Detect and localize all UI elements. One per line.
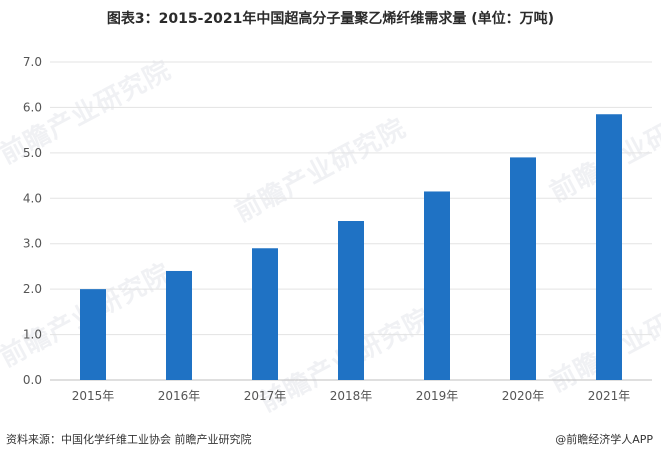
bar: [80, 289, 106, 380]
x-tick-label: 2019年: [416, 389, 459, 403]
y-tick-label: 5.0: [23, 146, 42, 160]
y-tick-label: 6.0: [23, 100, 42, 114]
bar: [166, 270, 192, 380]
x-tick-label: 2015年: [72, 389, 115, 403]
chart-title: 图表3：2015-2021年中国超高分子量聚乙烯纤维需求量 (单位：万吨): [106, 11, 555, 27]
y-tick-label: 0.0: [23, 373, 42, 387]
y-tick-label: 3.0: [23, 237, 42, 251]
y-tick-label: 4.0: [23, 191, 42, 205]
bar: [252, 248, 278, 380]
x-tick-label: 2018年: [330, 389, 373, 403]
x-tick-label: 2017年: [244, 389, 287, 403]
x-tick-label: 2021年: [588, 389, 631, 403]
y-tick-label: 2.0: [23, 282, 42, 296]
bar: [510, 157, 536, 380]
y-tick-label: 7.0: [23, 55, 42, 69]
bar: [424, 191, 450, 380]
brand-text: @前瞻经济学人APP: [555, 433, 653, 446]
x-tick-label: 2020年: [502, 389, 545, 403]
source-text: 资料来源：中国化学纤维工业协会 前瞻产业研究院: [6, 433, 252, 446]
brand-credit: @前瞻经济学人APP: [555, 431, 653, 447]
x-tick-label: 2016年: [158, 389, 201, 403]
bar: [596, 114, 622, 380]
y-tick-label: 1.0: [23, 328, 42, 342]
bar: [338, 221, 364, 380]
source-note: 资料来源：中国化学纤维工业协会 前瞻产业研究院: [6, 431, 252, 447]
